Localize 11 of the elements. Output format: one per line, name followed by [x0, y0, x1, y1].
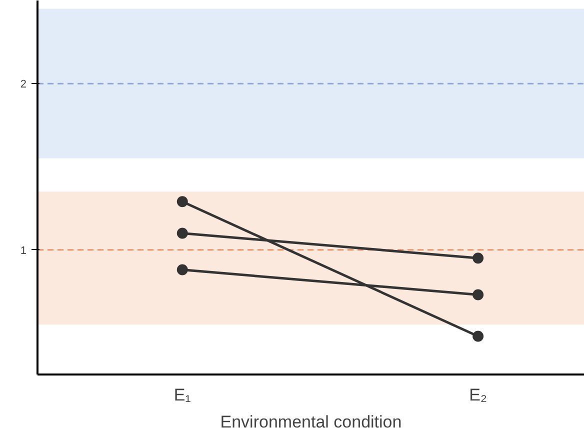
point: [176, 228, 188, 239]
y-tick-label: 1: [20, 244, 27, 257]
x-tick-label: E₁: [174, 386, 192, 404]
point: [176, 196, 188, 208]
point: [176, 264, 188, 276]
point: [472, 330, 484, 342]
point: [472, 252, 484, 264]
y-tick-label: 2: [20, 78, 27, 91]
point: [472, 289, 484, 300]
x-axis-title: Environmental condition: [220, 412, 402, 432]
x-tick-label: E₂: [469, 386, 488, 404]
